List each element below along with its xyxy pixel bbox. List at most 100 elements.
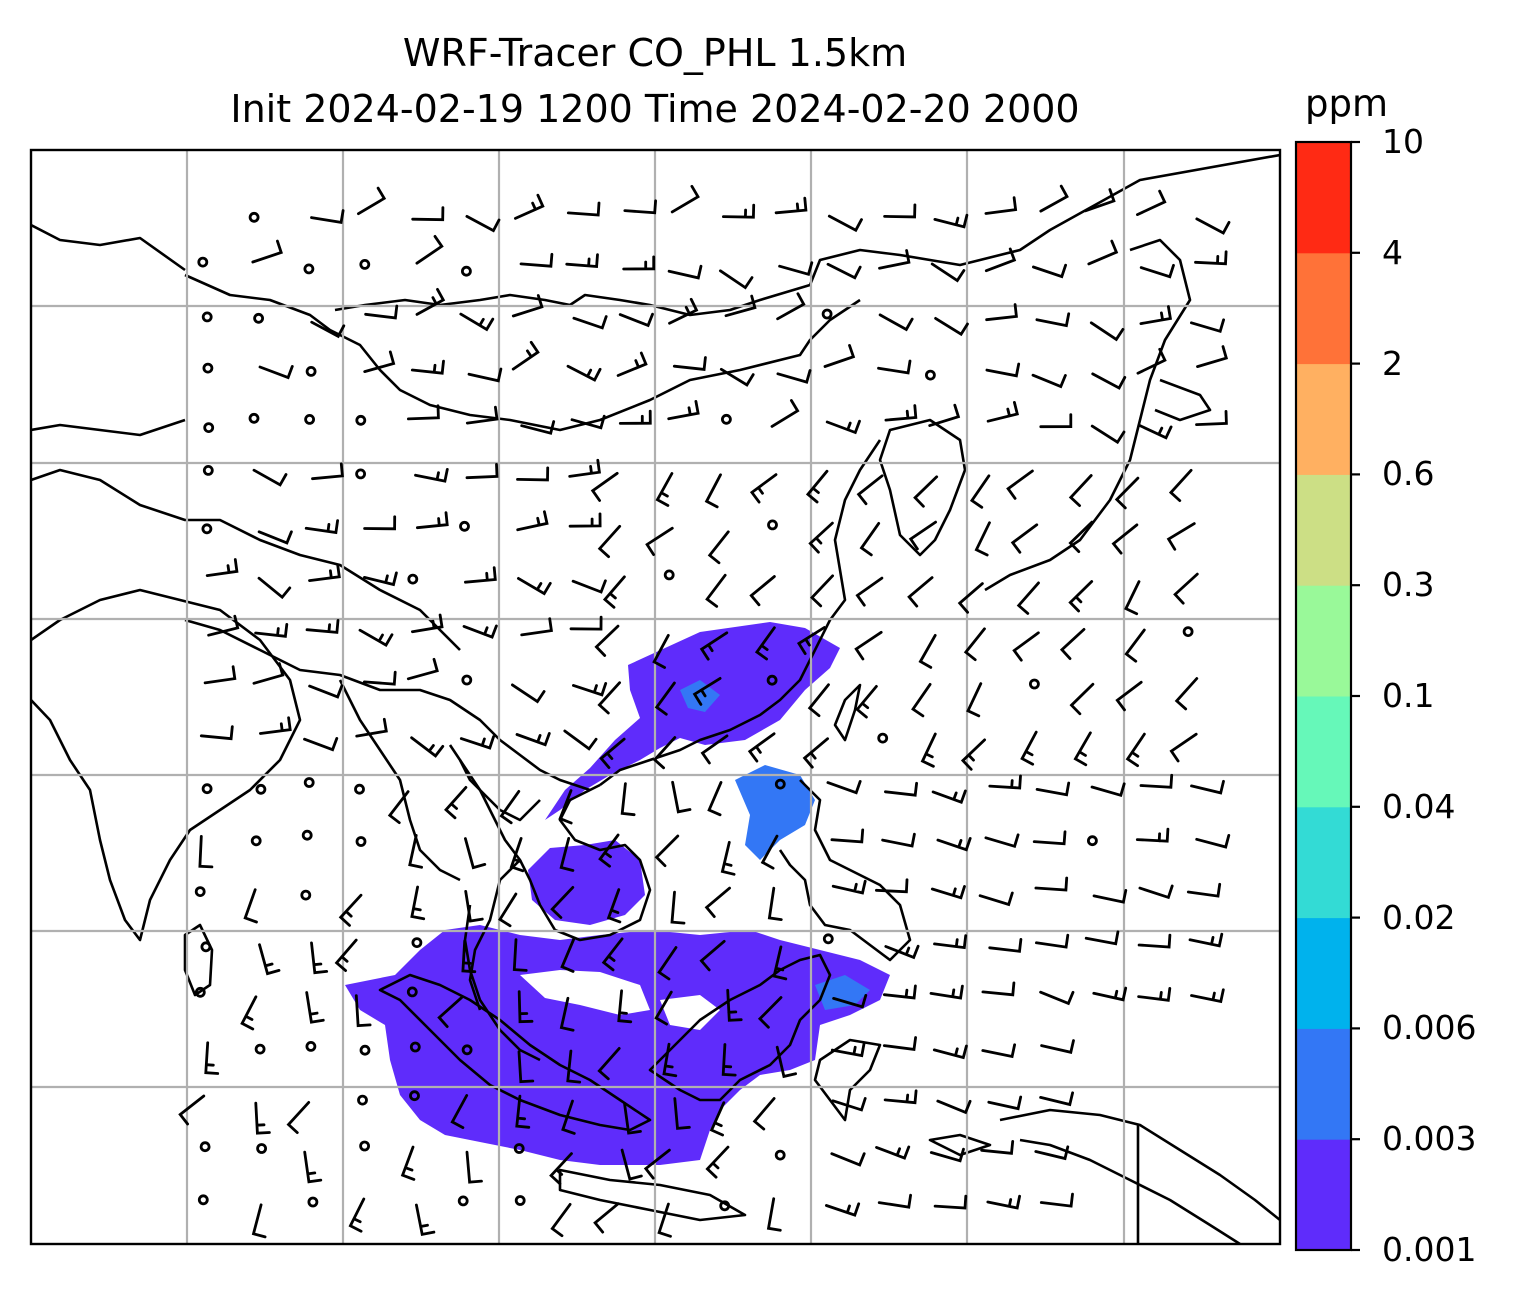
wind-barb	[560, 937, 576, 973]
wind-barb	[826, 262, 862, 280]
calm-wind-circle	[305, 365, 317, 377]
calm-wind-circle	[355, 414, 367, 426]
wind-barb	[875, 1145, 911, 1160]
wind-barb	[969, 474, 991, 509]
wind-barb	[243, 888, 258, 924]
wind-barb	[259, 716, 292, 735]
wind-barb	[1087, 239, 1119, 266]
calm-wind-circle	[407, 573, 419, 585]
wind-barb	[1190, 779, 1225, 795]
wind-barb	[593, 1202, 620, 1234]
wind-barb	[594, 624, 620, 657]
wind-barb	[1139, 263, 1175, 279]
wind-barb	[827, 214, 863, 233]
wind-barb	[597, 681, 621, 715]
calm-wind-circle	[514, 1195, 526, 1206]
plume-borneo-medium	[815, 975, 870, 1010]
map-panel	[31, 150, 1280, 1244]
wind-barb	[1039, 990, 1075, 1006]
colorbar-unit-label: ppm	[1305, 82, 1389, 125]
wind-barb	[464, 890, 484, 923]
calm-wind-circle	[305, 1041, 317, 1052]
wind-barb	[807, 683, 830, 718]
wind-barb	[875, 878, 909, 894]
calm-wind-circle	[459, 520, 470, 532]
wind-barb	[511, 683, 546, 704]
wind-barb	[512, 938, 528, 972]
wind-barb	[357, 186, 387, 216]
wind-barb	[974, 521, 991, 557]
wind-barb	[620, 782, 636, 817]
wind-barb	[254, 623, 289, 638]
wind-barb	[749, 575, 776, 607]
colorbar-tick-label: 10	[1382, 122, 1424, 161]
wind-barb	[1115, 680, 1143, 712]
wind-barb	[825, 1202, 861, 1217]
wind-barb	[338, 893, 363, 927]
wind-barb	[1068, 474, 1093, 507]
calm-wind-circle	[357, 1094, 368, 1106]
coast-sri-lanka	[183, 923, 214, 997]
wind-barb	[407, 404, 440, 421]
wind-barb	[933, 1194, 968, 1210]
wind-barb	[464, 837, 487, 870]
wind-barb	[775, 1045, 797, 1079]
wind-barb	[465, 405, 499, 425]
wind-barb	[705, 573, 727, 608]
wind-barb	[643, 1148, 671, 1180]
wind-barb	[1034, 876, 1069, 892]
plume-sumatra-borneo	[345, 925, 890, 1165]
wind-barb	[566, 364, 602, 382]
wind-barb	[601, 937, 624, 972]
wind-barb	[670, 890, 686, 925]
coast-sumatra	[378, 973, 652, 1132]
colorbar-cell-2	[1296, 917, 1351, 1029]
wind-barb	[963, 627, 986, 662]
wind-barb	[986, 1194, 1021, 1210]
coast-mongolia	[184, 273, 861, 432]
colorbar-tick-label: 0.6	[1382, 454, 1435, 494]
wind-barb	[205, 558, 239, 577]
calm-wind-circle	[201, 311, 213, 323]
calm-wind-circle	[663, 569, 675, 581]
wind-barb	[400, 1145, 416, 1181]
wind-barb	[358, 628, 394, 648]
wind-barb	[1190, 318, 1225, 334]
wind-barb	[882, 984, 917, 1000]
wind-barb	[572, 315, 608, 330]
wind-barb	[459, 312, 495, 332]
calm-wind-circle	[303, 777, 315, 788]
wind-barb	[802, 737, 829, 769]
calm-wind-circle	[200, 941, 212, 953]
calm-wind-circle	[354, 783, 365, 795]
colorbar-tick-label: 0.001	[1382, 1230, 1477, 1269]
coast-java	[558, 1168, 747, 1222]
wind-barb	[1194, 250, 1228, 266]
calm-wind-circle	[1029, 678, 1040, 690]
wind-barb	[597, 524, 622, 559]
wind-barb	[929, 984, 964, 1000]
wind-barb	[334, 938, 358, 972]
wind-barb	[514, 193, 545, 220]
wind-barb	[516, 466, 550, 482]
calm-wind-circle	[461, 674, 473, 686]
colorbar-tick-label: 0.006	[1382, 1008, 1477, 1048]
wind-barb	[934, 317, 969, 337]
colorbar-cell-6	[1296, 474, 1351, 586]
wind-barb	[520, 420, 556, 435]
wind-barb	[652, 736, 677, 770]
wind-barb	[719, 269, 754, 290]
wind-barb	[517, 1050, 535, 1084]
calm-wind-circle	[821, 308, 833, 320]
wind-barb	[1039, 1091, 1074, 1107]
wind-barb	[1084, 930, 1120, 946]
colorbar-cell-8	[1296, 252, 1351, 365]
wind-barb	[606, 888, 622, 924]
wind-barb	[855, 685, 878, 719]
wind-barb	[258, 943, 281, 976]
wind-barb	[1168, 468, 1193, 502]
plume-philippines-medium	[735, 765, 815, 860]
wind-barb	[704, 473, 722, 509]
wind-barb	[882, 1036, 917, 1051]
plume-gap-2	[660, 995, 720, 1030]
